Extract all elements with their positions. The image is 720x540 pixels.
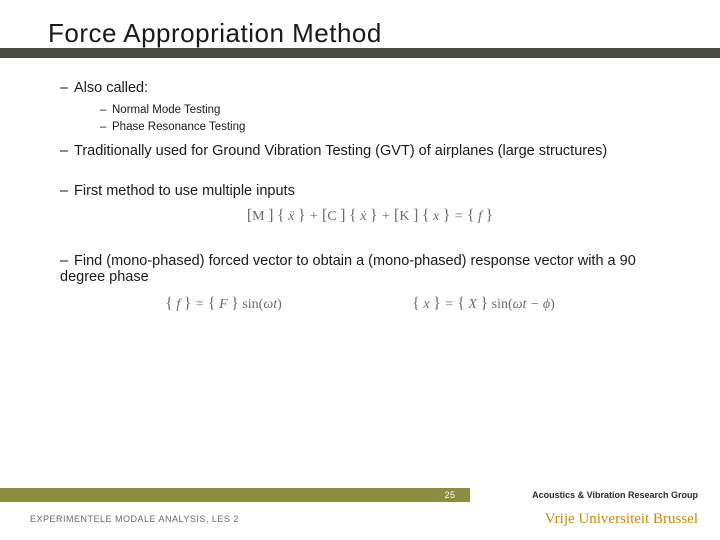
bullet-4-text: Find (mono-phased) forced vector to obta… (60, 253, 636, 285)
equation-2a: { f } = { F } sin(ωt) (165, 295, 282, 313)
dash-icon: – (60, 183, 74, 199)
equation-2-wrap: { f } = { F } sin(ωt) { x } = { X } sin(… (100, 295, 620, 313)
sub-bullet-2-text: Phase Resonance Testing (112, 121, 245, 133)
slide-title: Force Appropriation Method (48, 18, 382, 49)
equation-1-wrap: [M ] { ẍ } + [C ] { ẋ } + [K ] { x } = {… (60, 207, 680, 225)
bullet-4: –Find (mono-phased) forced vector to obt… (60, 253, 680, 285)
course-label: EXPERIMENTELE MODALE ANALYSIS, LES 2 (30, 514, 239, 524)
bullet-1: –Also called: (60, 80, 680, 96)
bullet-3: –First method to use multiple inputs (60, 183, 680, 199)
title-underline-band (0, 48, 720, 58)
sub-bullet-1: –Normal Mode Testing (100, 102, 680, 119)
bullet-2-text: Traditionally used for Ground Vibration … (74, 143, 607, 159)
footer-olive-bar (0, 488, 430, 502)
page-number: 25 (430, 488, 470, 502)
dash-icon: – (60, 143, 74, 159)
dash-icon: – (60, 80, 74, 96)
equation-1: [M ] { ẍ } + [C ] { ẋ } + [K ] { x } = {… (247, 209, 493, 224)
university-label: Vrije Universiteit Brussel (545, 511, 698, 528)
footer: 25 Acoustics & Vibration Research Group … (0, 482, 720, 540)
dash-icon: – (60, 253, 74, 269)
dash-icon: – (100, 119, 112, 136)
bullet-3-text: First method to use multiple inputs (74, 183, 295, 199)
bullet-2: –Traditionally used for Ground Vibration… (60, 143, 680, 159)
research-group-label: Acoustics & Vibration Research Group (532, 490, 698, 500)
sub-bullet-1-text: Normal Mode Testing (112, 104, 220, 116)
slide: Force Appropriation Method –Also called:… (0, 0, 720, 540)
bullet-1-text: Also called: (74, 80, 148, 96)
equation-2b: { x } = { X } sin(ωt − ϕ) (412, 295, 555, 313)
slide-body: –Also called: –Normal Mode Testing –Phas… (60, 80, 680, 313)
dash-icon: – (100, 102, 112, 119)
sub-bullet-2: –Phase Resonance Testing (100, 119, 680, 136)
